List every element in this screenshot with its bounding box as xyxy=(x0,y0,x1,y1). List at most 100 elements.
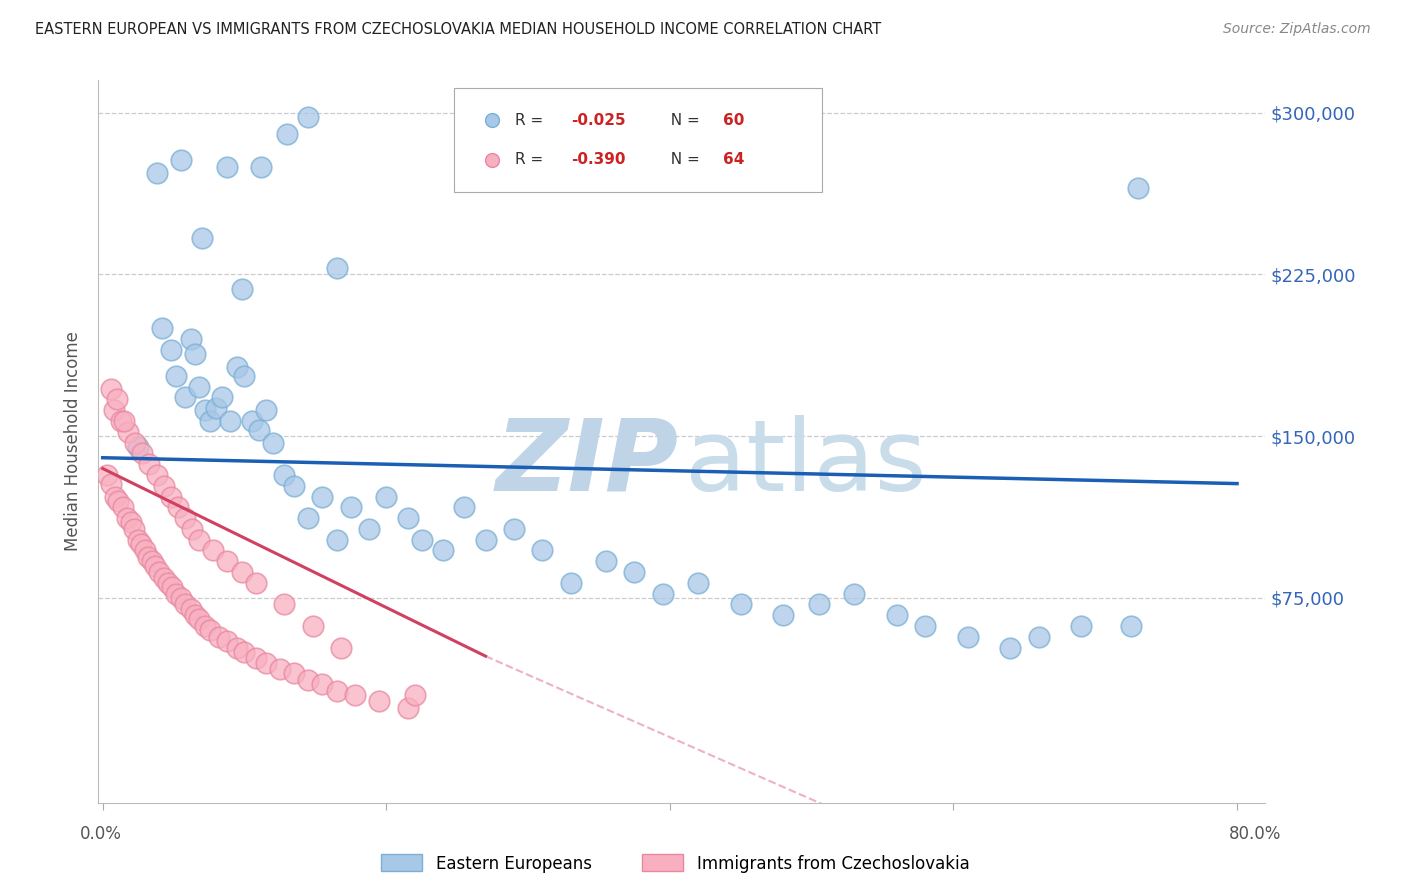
Point xyxy=(159,490,181,504)
Point xyxy=(262,435,284,450)
Text: 80.0%: 80.0% xyxy=(1229,825,1282,843)
Point xyxy=(297,511,319,525)
Point xyxy=(453,500,475,515)
Text: Source: ZipAtlas.com: Source: ZipAtlas.com xyxy=(1223,22,1371,37)
Point xyxy=(998,640,1021,655)
Point xyxy=(188,379,211,393)
Point xyxy=(219,414,242,428)
Y-axis label: Median Household Income: Median Household Income xyxy=(63,332,82,551)
Point xyxy=(233,368,256,383)
Point xyxy=(226,360,249,375)
Point xyxy=(807,598,830,612)
Point xyxy=(247,423,270,437)
Point xyxy=(138,457,160,471)
Point xyxy=(145,166,167,180)
Point xyxy=(914,619,936,633)
Point xyxy=(129,537,152,551)
Point xyxy=(325,260,347,275)
Point xyxy=(188,533,211,547)
Point xyxy=(180,332,202,346)
Point xyxy=(432,543,454,558)
Point xyxy=(886,608,908,623)
Point xyxy=(254,656,277,670)
Point xyxy=(1126,181,1149,195)
Text: -0.390: -0.390 xyxy=(571,153,626,168)
Point xyxy=(141,554,163,568)
Point xyxy=(772,608,794,623)
Text: atlas: atlas xyxy=(685,415,927,512)
Legend: Eastern Europeans, Immigrants from Czechoslovakia: Eastern Europeans, Immigrants from Czech… xyxy=(374,847,976,880)
Point xyxy=(297,110,319,124)
Point xyxy=(127,440,149,454)
Point xyxy=(104,490,127,504)
Point xyxy=(283,666,305,681)
Point xyxy=(502,522,524,536)
Point xyxy=(368,694,391,708)
Point xyxy=(205,401,228,416)
Point xyxy=(344,688,367,702)
Point xyxy=(297,673,319,687)
Point xyxy=(730,598,752,612)
Point xyxy=(311,677,333,691)
Point xyxy=(148,565,170,579)
Point xyxy=(145,467,167,482)
Point xyxy=(217,160,239,174)
Point xyxy=(200,414,222,428)
Point xyxy=(165,586,187,600)
Point xyxy=(217,634,239,648)
Point xyxy=(169,153,191,167)
Point xyxy=(174,511,197,525)
Point xyxy=(112,414,135,428)
Point xyxy=(569,753,592,767)
Point xyxy=(404,688,426,702)
Point xyxy=(194,619,217,633)
Text: 0.0%: 0.0% xyxy=(80,825,122,843)
Point xyxy=(359,522,381,536)
Point xyxy=(211,390,233,404)
Point xyxy=(329,640,352,655)
Point xyxy=(651,586,673,600)
Point xyxy=(688,575,710,590)
Point xyxy=(569,753,592,767)
Point xyxy=(1119,619,1142,633)
Point xyxy=(231,565,253,579)
Point xyxy=(595,554,617,568)
Text: -0.025: -0.025 xyxy=(571,112,626,128)
Point xyxy=(269,662,291,676)
Point xyxy=(240,414,263,428)
Point xyxy=(194,403,217,417)
Point xyxy=(396,701,419,715)
Point xyxy=(245,651,267,665)
Point xyxy=(200,624,222,638)
Point xyxy=(165,368,187,383)
Point xyxy=(110,414,132,428)
Point xyxy=(131,446,153,460)
Point xyxy=(184,608,207,623)
Point xyxy=(254,403,277,417)
Point xyxy=(273,467,295,482)
Point xyxy=(202,543,225,558)
Point xyxy=(340,500,363,515)
Point xyxy=(174,598,197,612)
Point xyxy=(1070,619,1092,633)
Point xyxy=(217,554,239,568)
Point xyxy=(531,543,554,558)
Point xyxy=(276,127,298,141)
FancyBboxPatch shape xyxy=(454,87,823,193)
Point xyxy=(103,403,125,417)
Point xyxy=(191,231,214,245)
Point xyxy=(117,425,139,439)
Point xyxy=(208,630,231,644)
Point xyxy=(124,435,146,450)
Point xyxy=(120,516,142,530)
Point xyxy=(100,476,122,491)
Point xyxy=(623,565,645,579)
Point xyxy=(411,533,433,547)
Point xyxy=(111,500,134,515)
Point xyxy=(226,640,249,655)
Point xyxy=(188,612,211,626)
Point xyxy=(325,683,347,698)
Point xyxy=(150,321,173,335)
Text: R =: R = xyxy=(515,112,548,128)
Point xyxy=(233,645,256,659)
